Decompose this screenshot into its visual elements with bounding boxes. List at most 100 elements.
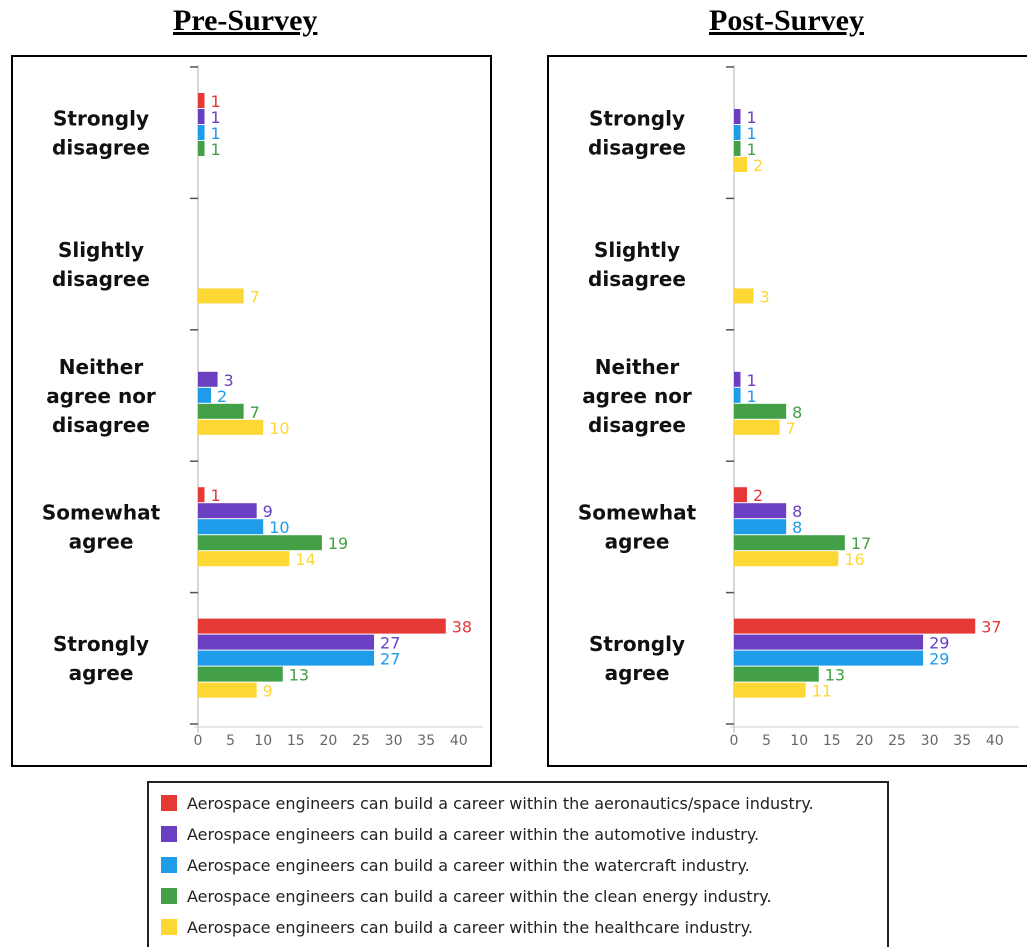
bar-series-2 <box>198 519 264 535</box>
bar-series-1 <box>198 634 375 650</box>
bar-series-2 <box>198 650 375 666</box>
bar-series-0 <box>734 487 748 503</box>
bar-series-3 <box>198 535 322 551</box>
bar-value-label: 13 <box>289 666 309 685</box>
x-tick-label: 15 <box>287 733 305 749</box>
category-label: Neither <box>59 355 144 379</box>
legend-swatch-watercraft <box>161 857 177 873</box>
bar-value-label: 29 <box>929 650 949 669</box>
bar-value-label: 1 <box>747 387 757 406</box>
bar-series-3 <box>734 666 819 682</box>
category-label: disagree <box>52 136 150 160</box>
category-label: agree <box>605 530 670 554</box>
bar-series-1 <box>734 109 741 124</box>
legend-swatch-clean-energy <box>161 888 177 904</box>
x-tick-label: 0 <box>730 733 739 749</box>
pre-survey-title: Pre-Survey <box>173 4 318 37</box>
bar-value-label: 7 <box>250 403 260 422</box>
bar-series-4 <box>734 157 748 172</box>
chart-legend: Aerospace engineers can build a career w… <box>147 781 889 947</box>
bar-value-label: 3 <box>224 371 234 390</box>
bar-series-0 <box>198 93 205 108</box>
bar-value-label: 1 <box>211 92 221 111</box>
bar-value-label: 8 <box>792 518 802 537</box>
bar-value-label: 1 <box>747 371 757 390</box>
x-tick-label: 5 <box>762 733 771 749</box>
bar-value-label: 9 <box>263 502 273 521</box>
x-tick-label: 20 <box>855 733 873 749</box>
bar-series-0 <box>734 618 976 634</box>
category-label: agree nor <box>582 384 692 408</box>
bar-series-2 <box>734 125 741 140</box>
bar-value-label: 9 <box>263 682 273 701</box>
bar-series-4 <box>734 288 754 304</box>
bar-series-3 <box>734 403 787 419</box>
pre-survey-chart: 0 5 10 15 20 25 30 35 40Stronglydisagree1111Slig… <box>42 65 483 749</box>
bar-series-3 <box>198 141 205 156</box>
category-label: disagree <box>52 413 150 437</box>
bar-series-3 <box>198 666 283 682</box>
x-tick-label: 40 <box>986 733 1004 749</box>
bar-series-1 <box>198 371 218 387</box>
bar-value-label: 8 <box>792 502 802 521</box>
bar-value-label: 27 <box>380 650 400 669</box>
category-label: agree <box>69 661 134 685</box>
x-tick-label: 10 <box>790 733 808 749</box>
bar-series-3 <box>198 403 244 419</box>
legend-label-healthcare: Aerospace engineers can build a career w… <box>187 917 753 937</box>
x-tick-label: 25 <box>888 733 906 749</box>
legend-label-watercraft: Aerospace engineers can build a career w… <box>187 855 750 875</box>
category-label: agree nor <box>46 384 156 408</box>
bar-series-2 <box>198 387 212 403</box>
category-label: agree <box>69 530 134 554</box>
bar-value-label: 1 <box>211 486 221 505</box>
bar-value-label: 19 <box>328 534 348 553</box>
legend-swatch-automotive <box>161 826 177 842</box>
bar-series-2 <box>734 650 924 666</box>
bar-value-label: 3 <box>760 287 770 306</box>
bar-series-4 <box>198 551 290 567</box>
bar-series-4 <box>734 551 839 567</box>
category-label: Somewhat <box>42 501 161 525</box>
x-tick-label: 20 <box>319 733 337 749</box>
x-tick-label: 10 <box>254 733 272 749</box>
bar-series-1 <box>198 109 205 124</box>
bar-value-label: 2 <box>217 387 227 406</box>
legend-item-clean-energy: Aerospace engineers can build a career w… <box>161 885 772 907</box>
bar-value-label: 1 <box>211 108 221 127</box>
bar-value-label: 17 <box>851 534 871 553</box>
bar-series-4 <box>198 419 264 435</box>
bar-series-4 <box>198 288 244 304</box>
bar-series-1 <box>734 371 741 387</box>
legend-item-healthcare: Aerospace engineers can build a career w… <box>161 916 753 938</box>
bar-value-label: 14 <box>295 550 315 569</box>
bar-series-2 <box>734 519 787 535</box>
x-tick-label: 40 <box>450 733 468 749</box>
bar-series-4 <box>734 419 780 435</box>
category-label: Neither <box>595 355 680 379</box>
category-label: Strongly <box>589 632 685 656</box>
legend-swatch-aeronautics <box>161 795 177 811</box>
bar-series-3 <box>734 141 741 156</box>
bar-value-label: 2 <box>753 486 763 505</box>
legend-item-aeronautics: Aerospace engineers can build a career w… <box>161 792 814 814</box>
bar-series-1 <box>734 503 787 519</box>
x-tick-label: 25 <box>352 733 370 749</box>
category-label: disagree <box>588 136 686 160</box>
bar-series-2 <box>734 387 741 403</box>
category-label: Somewhat <box>578 501 697 525</box>
category-label: Strongly <box>53 107 149 131</box>
x-tick-label: 30 <box>921 733 939 749</box>
bar-series-0 <box>198 487 205 503</box>
bar-value-label: 2 <box>753 156 763 175</box>
bar-value-label: 1 <box>211 124 221 143</box>
category-label: Slightly <box>594 238 680 262</box>
pre-survey-chart-panel: 0 5 10 15 20 25 30 35 40 Strongly disagree 1 1 1 1 Slig… <box>11 55 492 767</box>
bar-series-4 <box>734 682 806 698</box>
legend-item-watercraft: Aerospace engineers can build a career w… <box>161 854 750 876</box>
bar-value-label: 37 <box>981 618 1001 637</box>
bar-value-label: 7 <box>250 287 260 306</box>
category-label: Slightly <box>58 238 144 262</box>
bar-value-label: 1 <box>211 140 221 159</box>
post-survey-chart: 0 5 10 15 20 25 30 35 40Stronglydisagree1112Slig… <box>578 65 1019 749</box>
